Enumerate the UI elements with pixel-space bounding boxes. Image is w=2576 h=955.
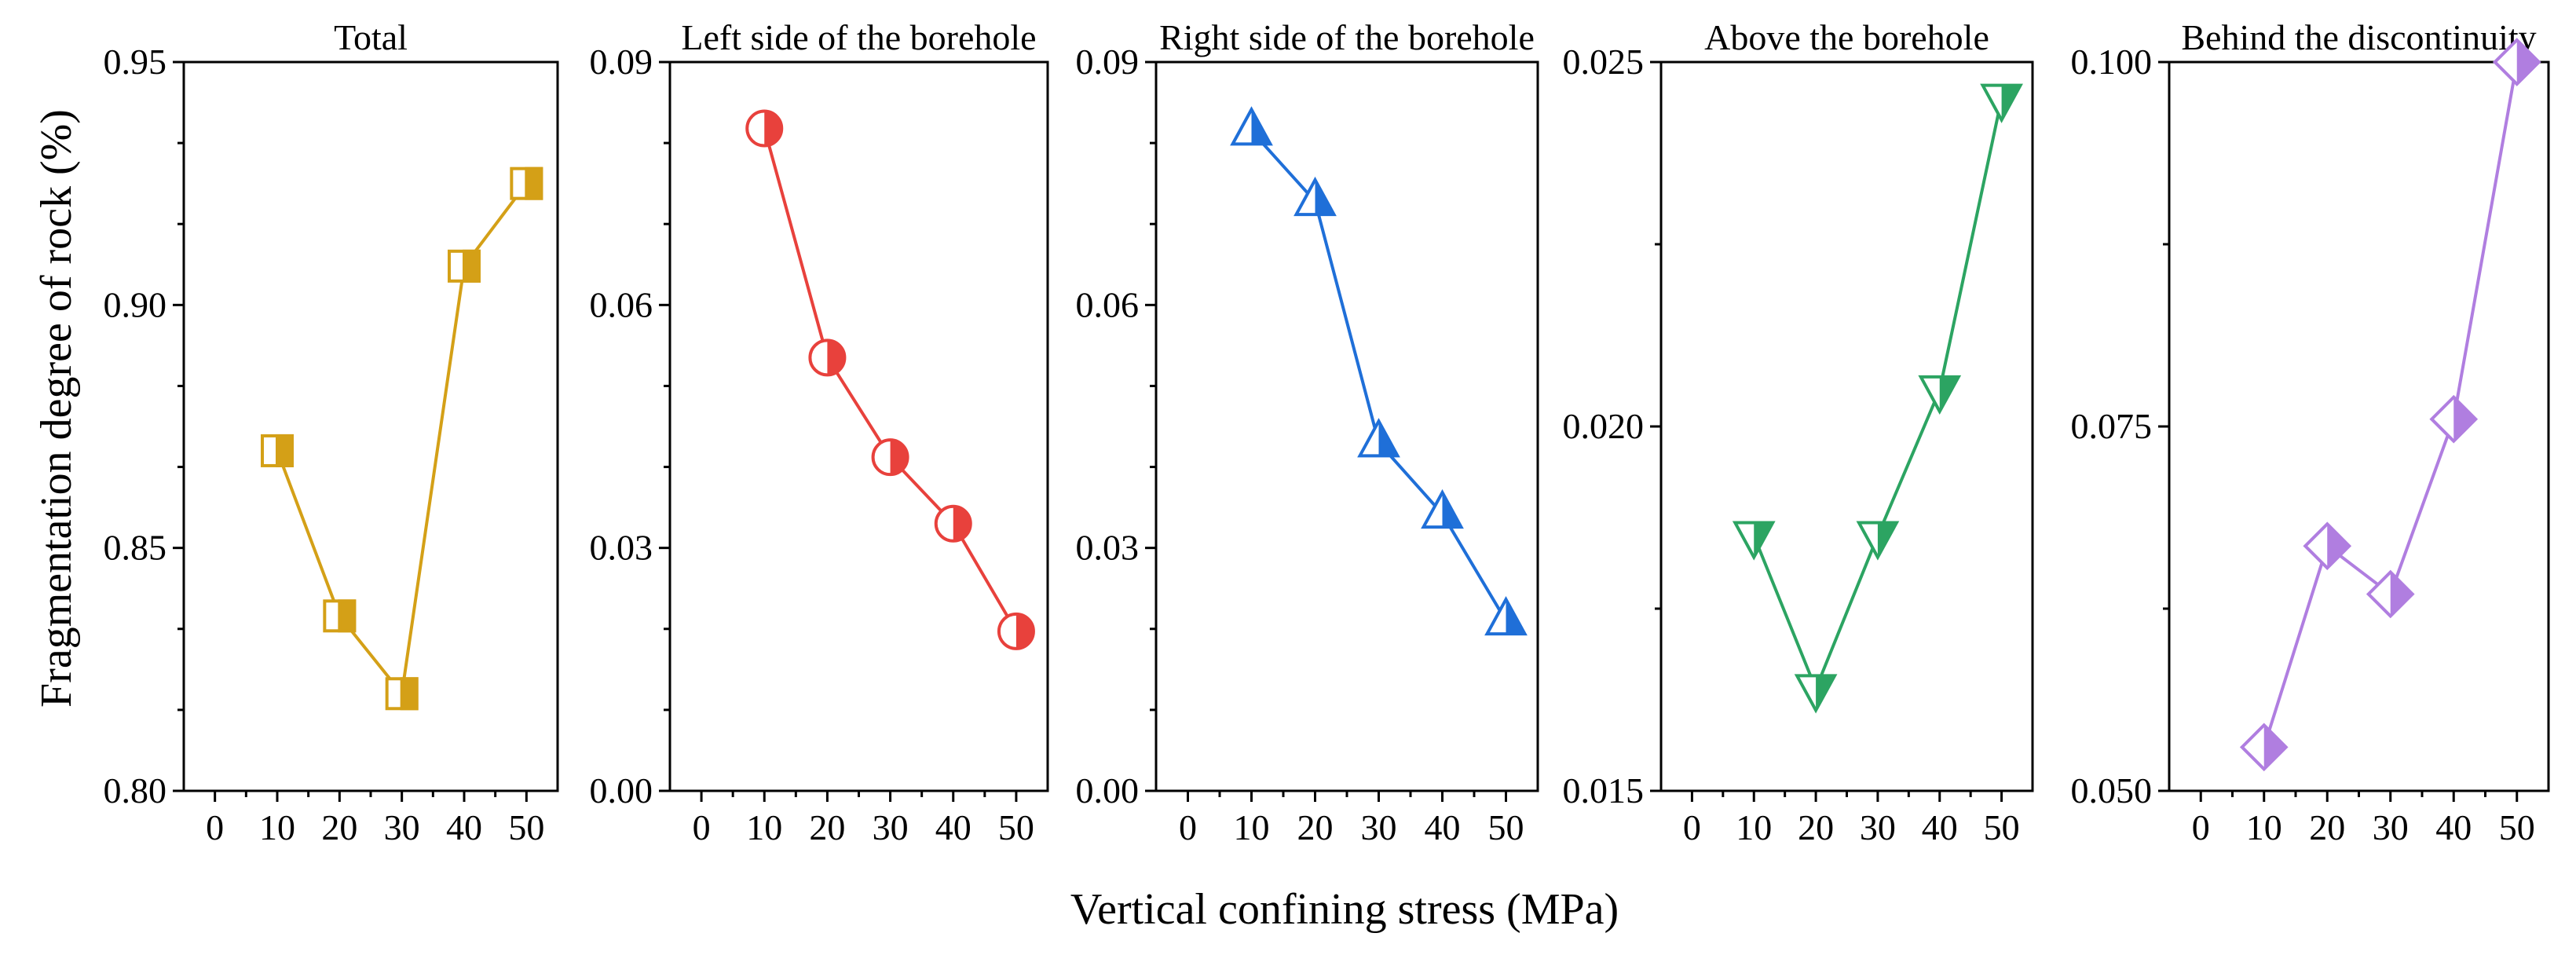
- y-tick-label: 0.03: [1076, 528, 1140, 568]
- x-tick-label: 40: [935, 807, 971, 847]
- data-point: [1794, 674, 1838, 714]
- data-point: [997, 612, 1035, 650]
- data-point: [261, 434, 294, 467]
- data-point: [1484, 596, 1528, 636]
- x-tick-label: 20: [1297, 807, 1334, 847]
- data-point: [1357, 418, 1400, 458]
- x-tick-label: 10: [2246, 807, 2282, 847]
- x-tick-label: 40: [2435, 807, 2472, 847]
- data-point: [323, 599, 357, 633]
- panel-2: Left side of the borehole 0.00 0.03 0.06 0.0…: [590, 17, 1049, 847]
- data-point: [2239, 723, 2289, 772]
- series-line: [2262, 61, 2519, 748]
- x-tick-label: 10: [1234, 807, 1270, 847]
- plot-frame: [668, 60, 1049, 792]
- panel-1: Total 0.80 0.85 0.90 0.95 0 10 20 30 40 50: [104, 17, 559, 847]
- data-point: [1293, 176, 1337, 217]
- y-tick-label: 0.020: [1563, 406, 1645, 446]
- plot-frame: [182, 60, 559, 792]
- data-point: [448, 249, 481, 283]
- y-tick-label: 0.075: [2071, 406, 2153, 446]
- series-line: [763, 128, 1018, 632]
- data-point: [2492, 38, 2541, 86]
- panel-title: Total: [334, 17, 408, 57]
- x-tick-label: 30: [384, 807, 420, 847]
- y-tick-label: 0.06: [590, 284, 653, 324]
- panel-5: Behind the discontinuity 0.050 0.075 0.100 0…: [2071, 17, 2550, 847]
- plot-frame: [1659, 60, 2034, 792]
- y-tick-label: 0.03: [590, 528, 653, 568]
- data-point: [745, 109, 784, 148]
- data-point: [510, 166, 543, 200]
- panel-3: Right side of the borehole 0.00 0.03 0.06 0.…: [1076, 17, 1539, 847]
- x-tick-label: 20: [1798, 807, 1834, 847]
- data-point: [871, 438, 909, 477]
- series-line: [1752, 97, 2003, 693]
- data-point: [1421, 488, 1464, 529]
- x-tick-label: 40: [1425, 807, 1461, 847]
- x-tick-label: 50: [1488, 807, 1524, 847]
- x-tick-label: 30: [1860, 807, 1896, 847]
- data-point: [1980, 83, 2023, 123]
- x-tick-label: 0: [693, 807, 711, 847]
- x-tick-label: 50: [1984, 807, 2020, 847]
- y-tick-label: 0.09: [1076, 42, 1140, 82]
- panel-title: Behind the discontinuity: [2181, 17, 2536, 57]
- y-tick-label: 0.025: [1563, 42, 1645, 82]
- y-tick-label: 0.06: [1076, 284, 1140, 324]
- x-tick-label: 0: [2192, 807, 2210, 847]
- plot-frame: [2168, 60, 2550, 792]
- y-tick-label: 0.00: [590, 770, 653, 810]
- y-axis-title: Fragmentation degree of rock (%): [32, 109, 81, 708]
- data-point: [1918, 375, 1962, 415]
- data-point: [1856, 521, 1900, 561]
- series-line: [1250, 130, 1508, 622]
- panel-title: Above the borehole: [1704, 17, 1989, 57]
- y-tick-label: 0.95: [104, 42, 167, 82]
- x-tick-label: 20: [2309, 807, 2345, 847]
- x-tick-label: 50: [2499, 807, 2535, 847]
- data-point: [1732, 521, 1776, 561]
- x-tick-label: 0: [1683, 807, 1701, 847]
- x-tick-label: 20: [321, 807, 357, 847]
- x-axis-title: Vertical confining stress (MPa): [1070, 885, 1619, 934]
- y-tick-label: 0.90: [104, 284, 167, 324]
- y-tick-label: 0.09: [590, 42, 653, 82]
- x-tick-label: 30: [1361, 807, 1397, 847]
- panel-title: Right side of the borehole: [1159, 17, 1535, 57]
- x-tick-label: 40: [446, 807, 482, 847]
- x-tick-label: 10: [1736, 807, 1772, 847]
- y-tick-label: 0.100: [2071, 42, 2153, 82]
- panel-title: Left side of the borehole: [681, 17, 1036, 57]
- x-tick-label: 10: [746, 807, 782, 847]
- y-tick-label: 0.050: [2071, 770, 2153, 810]
- data-point: [2429, 394, 2479, 444]
- data-point: [2303, 521, 2352, 571]
- plot-frame: [1154, 60, 1539, 792]
- x-tick-label: 50: [508, 807, 544, 847]
- y-tick-label: 0.80: [104, 770, 167, 810]
- data-point: [934, 504, 972, 543]
- data-point: [1230, 106, 1273, 146]
- x-tick-label: 0: [206, 807, 224, 847]
- x-tick-label: 40: [1922, 807, 1958, 847]
- data-point: [808, 338, 847, 377]
- y-tick-label: 0.85: [104, 528, 167, 568]
- y-tick-label: 0.00: [1076, 770, 1140, 810]
- x-tick-label: 0: [1179, 807, 1197, 847]
- x-tick-label: 30: [2373, 807, 2409, 847]
- y-tick-label: 0.015: [1563, 770, 1645, 810]
- data-point: [2366, 569, 2415, 619]
- x-tick-label: 20: [809, 807, 845, 847]
- series-line: [276, 182, 528, 698]
- x-tick-label: 30: [873, 807, 909, 847]
- x-tick-label: 50: [998, 807, 1034, 847]
- x-tick-label: 10: [259, 807, 295, 847]
- data-point: [385, 677, 419, 711]
- panel-4: Above the borehole 0.015 0.020 0.025 0 10 20 30…: [1563, 17, 2034, 847]
